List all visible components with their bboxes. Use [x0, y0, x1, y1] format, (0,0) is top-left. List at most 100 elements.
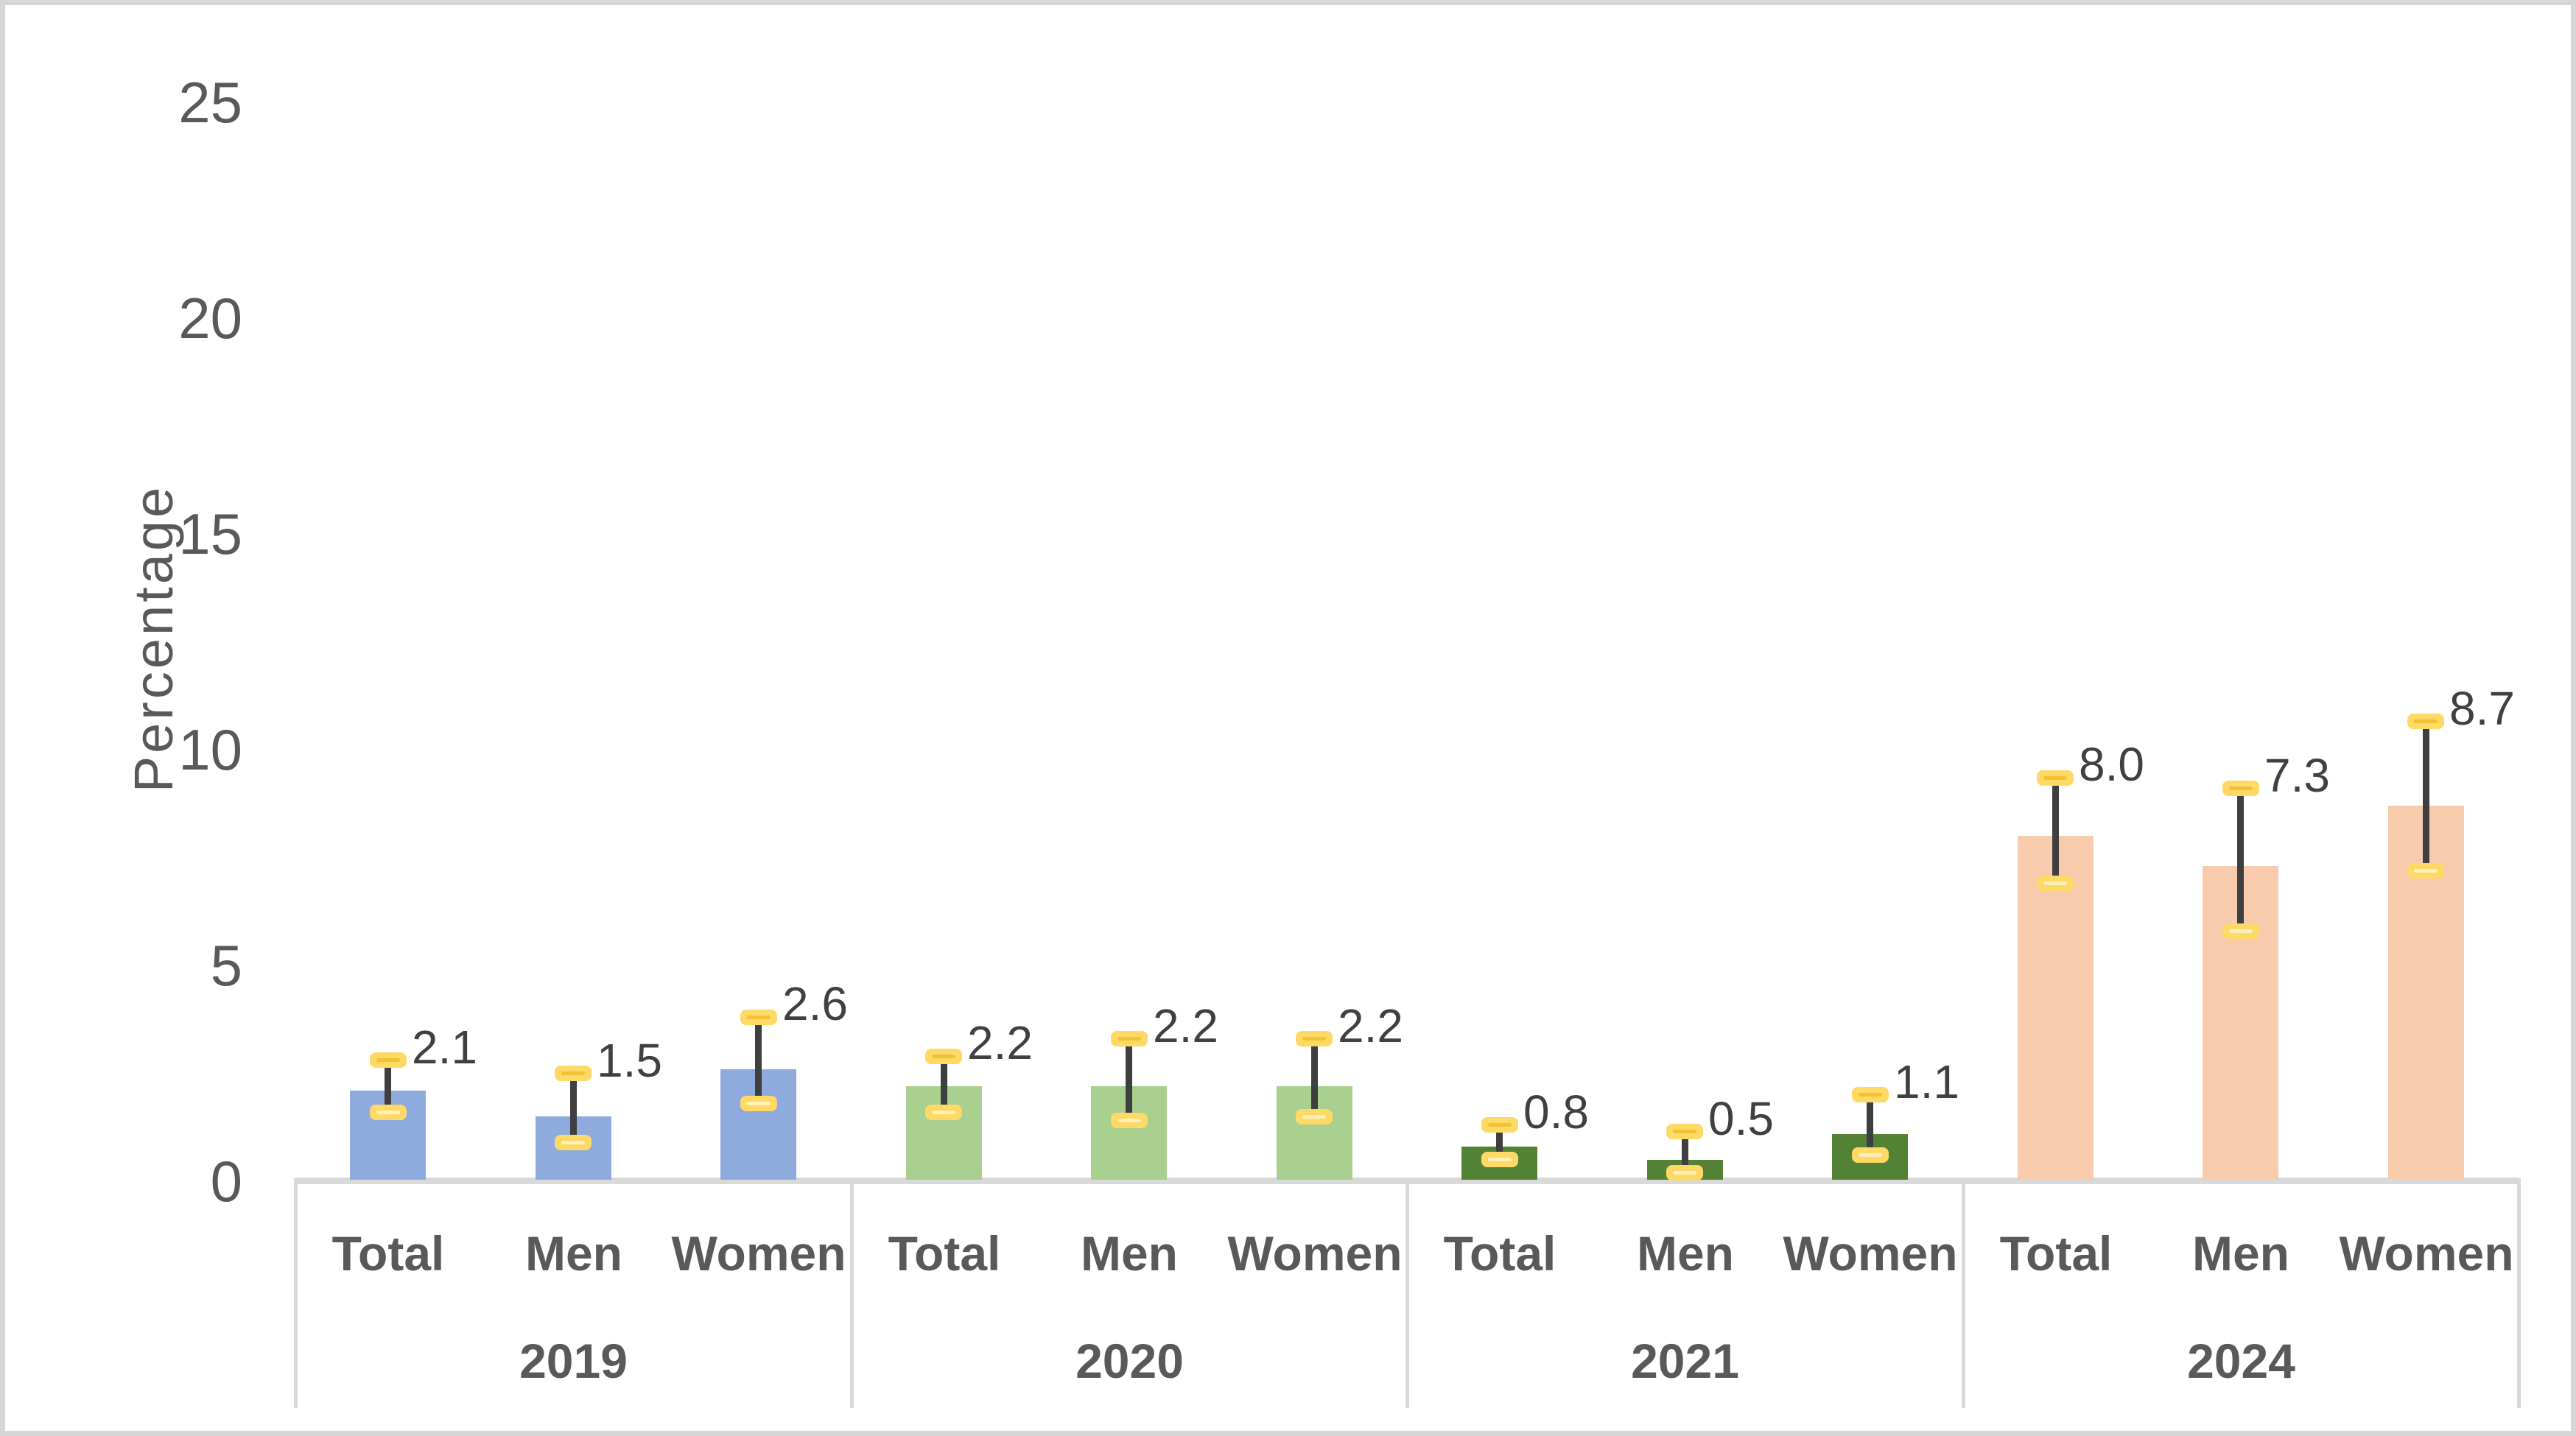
- year-label: 2020: [1075, 1334, 1184, 1388]
- error-bar-cap-stripe: [561, 1071, 585, 1075]
- error-bar-cap-stripe: [1673, 1171, 1696, 1175]
- category-label: Total: [1443, 1226, 1557, 1281]
- error-bar-cap-top: [740, 1010, 777, 1025]
- error-bar-cap-top: [1666, 1124, 1703, 1139]
- error-bar-line: [1682, 1132, 1688, 1173]
- category-label: Women: [1783, 1226, 1958, 1281]
- error-bar-cap-top: [1481, 1117, 1518, 1133]
- error-bar-cap-bottom: [555, 1135, 592, 1150]
- value-label: 7.3: [2264, 749, 2330, 802]
- y-tick-label: 5: [210, 933, 242, 998]
- error-bar-cap-top: [1111, 1031, 1148, 1046]
- value-label: 8.0: [2079, 738, 2144, 791]
- error-bar-cap-stripe: [376, 1058, 400, 1062]
- category-group-divider: [1405, 1178, 1409, 1408]
- value-label: 1.5: [597, 1034, 662, 1087]
- category-label: Total: [888, 1226, 1001, 1281]
- category-label: Total: [331, 1226, 445, 1281]
- error-bar-cap-bottom: [1852, 1147, 1889, 1163]
- error-bar-line: [570, 1074, 577, 1143]
- value-label: 2.2: [967, 1016, 1033, 1069]
- error-bar-line: [1311, 1039, 1318, 1116]
- category-label: Men: [1637, 1226, 1734, 1281]
- error-bar-cap-top: [2037, 770, 2074, 786]
- error-bar-line: [1126, 1039, 1132, 1121]
- error-bar-cap-stripe: [2229, 929, 2253, 933]
- error-bar-cap-top: [925, 1049, 962, 1064]
- error-bar-cap-stripe: [1117, 1119, 1141, 1122]
- error-bar-cap-bottom: [925, 1105, 962, 1120]
- category-label: Women: [671, 1226, 846, 1281]
- category-group-divider: [850, 1178, 854, 1408]
- category-group-divider: [2517, 1178, 2521, 1408]
- error-bar-line: [2237, 789, 2244, 931]
- error-bar-line: [385, 1060, 391, 1112]
- error-bar-cap-top: [555, 1066, 592, 1081]
- value-label: 2.6: [782, 977, 848, 1030]
- error-bar-cap-stripe: [1117, 1037, 1141, 1041]
- y-tick-label: 15: [178, 501, 242, 566]
- error-bar-cap-stripe: [2043, 776, 2067, 780]
- year-label: 2024: [2187, 1334, 2295, 1388]
- error-bar-cap-bottom: [740, 1096, 777, 1111]
- error-bar-cap-stripe: [376, 1111, 400, 1114]
- value-label: 2.2: [1338, 999, 1403, 1052]
- error-bar-cap-bottom: [1481, 1152, 1518, 1167]
- error-bar-cap-stripe: [1488, 1123, 1512, 1127]
- category-label: Total: [1999, 1226, 2113, 1281]
- category-label: Women: [2339, 1226, 2514, 1281]
- error-bar-cap-stripe: [932, 1055, 955, 1058]
- value-label: 0.5: [1708, 1092, 1774, 1145]
- y-tick-label: 25: [178, 70, 242, 135]
- error-bar-cap-bottom: [370, 1105, 407, 1120]
- error-bar-cap-stripe: [2414, 719, 2438, 723]
- year-label: 2021: [1631, 1334, 1739, 1388]
- error-bar-cap-stripe: [747, 1016, 771, 1019]
- error-bar-cap-bottom: [2407, 863, 2444, 879]
- error-bar-line: [1496, 1125, 1503, 1160]
- category-group-divider: [1962, 1178, 1965, 1408]
- category-label: Men: [2192, 1226, 2289, 1281]
- y-tick-label: 20: [178, 286, 242, 351]
- category-label: Men: [525, 1226, 622, 1281]
- error-bar-cap-stripe: [561, 1141, 585, 1144]
- error-bar-cap-stripe: [1488, 1158, 1512, 1161]
- error-bar-line: [941, 1056, 947, 1112]
- error-bar-line: [755, 1017, 762, 1103]
- value-label: 2.1: [412, 1021, 477, 1074]
- category-label: Women: [1227, 1226, 1403, 1281]
- value-label: 0.8: [1523, 1085, 1589, 1138]
- category-label: Men: [1081, 1226, 1178, 1281]
- error-bar-cap-stripe: [1302, 1115, 1326, 1119]
- value-label: 8.7: [2449, 682, 2515, 735]
- error-bar-cap-bottom: [2037, 876, 2074, 891]
- error-bar-cap-top: [1296, 1031, 1333, 1046]
- error-bar-cap-bottom: [1111, 1113, 1148, 1128]
- error-bar-cap-stripe: [2229, 786, 2253, 790]
- value-label: 1.1: [1894, 1055, 1959, 1108]
- error-bar-cap-stripe: [2043, 881, 2067, 885]
- error-bar-line: [2052, 778, 2059, 884]
- year-label: 2019: [519, 1334, 628, 1388]
- y-axis-title: Percentage: [123, 484, 184, 793]
- category-group-divider: [294, 1178, 298, 1408]
- y-tick-label: 10: [178, 717, 242, 782]
- error-bar-cap-bottom: [1666, 1165, 1703, 1180]
- error-bar-cap-stripe: [932, 1111, 955, 1114]
- error-bar-cap-top: [370, 1052, 407, 1068]
- error-bar-cap-top: [2407, 714, 2444, 729]
- error-bar-cap-stripe: [1859, 1093, 1882, 1097]
- error-bar-line: [1867, 1095, 1873, 1155]
- error-bar-cap-stripe: [2414, 869, 2438, 873]
- error-bar-cap-stripe: [1673, 1130, 1696, 1133]
- error-bar-cap-bottom: [1296, 1109, 1333, 1124]
- error-bar-cap-top: [2222, 781, 2259, 796]
- y-tick-label: 0: [210, 1149, 242, 1214]
- error-bar-cap-bottom: [2222, 923, 2259, 939]
- value-label: 2.2: [1153, 999, 1218, 1052]
- error-bar-line: [2423, 722, 2429, 870]
- error-bar-cap-stripe: [1859, 1153, 1882, 1157]
- error-bar-cap-stripe: [747, 1102, 771, 1105]
- error-bar-cap-stripe: [1302, 1037, 1326, 1041]
